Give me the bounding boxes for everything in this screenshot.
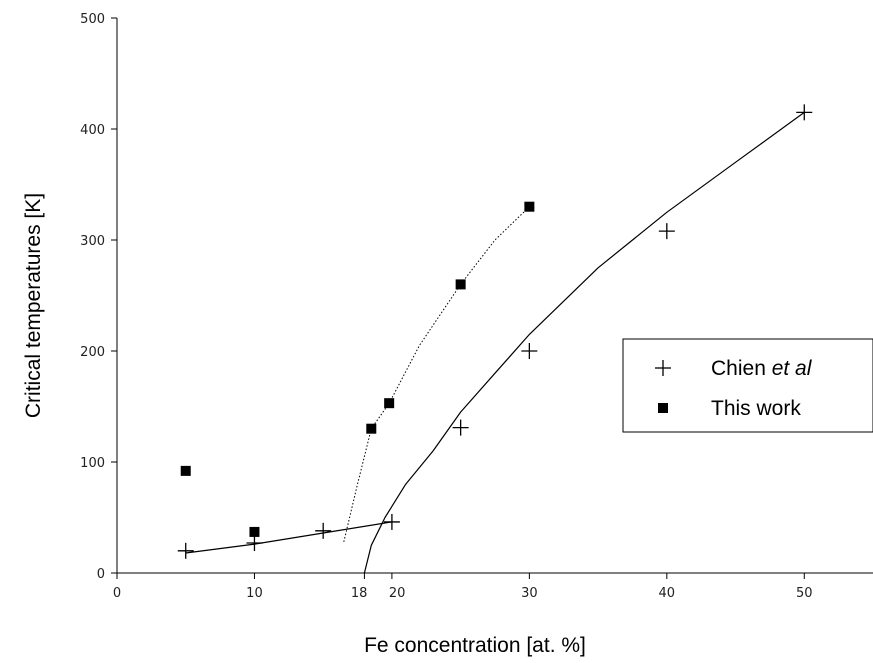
point-s1-1: [249, 526, 260, 537]
point-s1-5: [524, 201, 535, 212]
x-tick-label-1: 10: [246, 586, 263, 601]
data-marks: [177, 104, 813, 559]
x-tick-label-4: 30: [521, 586, 538, 601]
legend-label-0: Chien et al: [711, 357, 813, 380]
point-s1-3: [384, 398, 395, 409]
x-tick-label-2: 18: [351, 586, 368, 601]
legend-marker-1: [658, 403, 668, 413]
legend-label-1: This work: [711, 397, 801, 420]
legend-box: [622, 338, 873, 433]
point-s0-7: [796, 104, 813, 121]
point-s0-2: [315, 522, 332, 539]
curve-0: [185, 521, 392, 554]
x-tick-label-5: 40: [659, 586, 676, 601]
point-s1-4: [455, 279, 466, 290]
x-axis-title: Fe concentration [at. %]: [364, 634, 586, 657]
legend: Chien et al This work: [622, 338, 873, 433]
curve-1: [363, 111, 805, 574]
axis-labels: Fe concentration [at. %] Critical tempera…: [22, 193, 586, 657]
x-tick-label-0: 0: [113, 586, 121, 601]
y-tick-label-4: 400: [80, 123, 105, 138]
y-tick-label-2: 200: [80, 345, 105, 360]
curve-2: [343, 206, 530, 543]
axes: 0 100 200 300 400 500 0 10 18 20 30 40 50: [80, 12, 873, 601]
point-s0-4: [452, 419, 469, 436]
legend-marker-0: [655, 360, 671, 376]
point-s0-1: [246, 535, 263, 552]
point-s0-0: [177, 542, 194, 559]
y-tick-label-3: 300: [80, 234, 105, 249]
y-tick-label-0: 0: [97, 567, 105, 582]
y-axis-title: Critical temperatures [K]: [22, 193, 45, 418]
point-s0-5: [521, 343, 538, 359]
point-s1-2: [366, 423, 377, 434]
y-tick-label-5: 500: [80, 12, 105, 27]
x-tick-label-6: 50: [796, 586, 813, 601]
point-s0-6: [658, 223, 675, 240]
fit-curves: [185, 111, 805, 574]
x-tick-label-3: 20: [389, 586, 406, 601]
point-s0-3: [383, 513, 400, 530]
y-tick-label-1: 100: [80, 456, 105, 471]
point-s1-0: [180, 465, 191, 476]
